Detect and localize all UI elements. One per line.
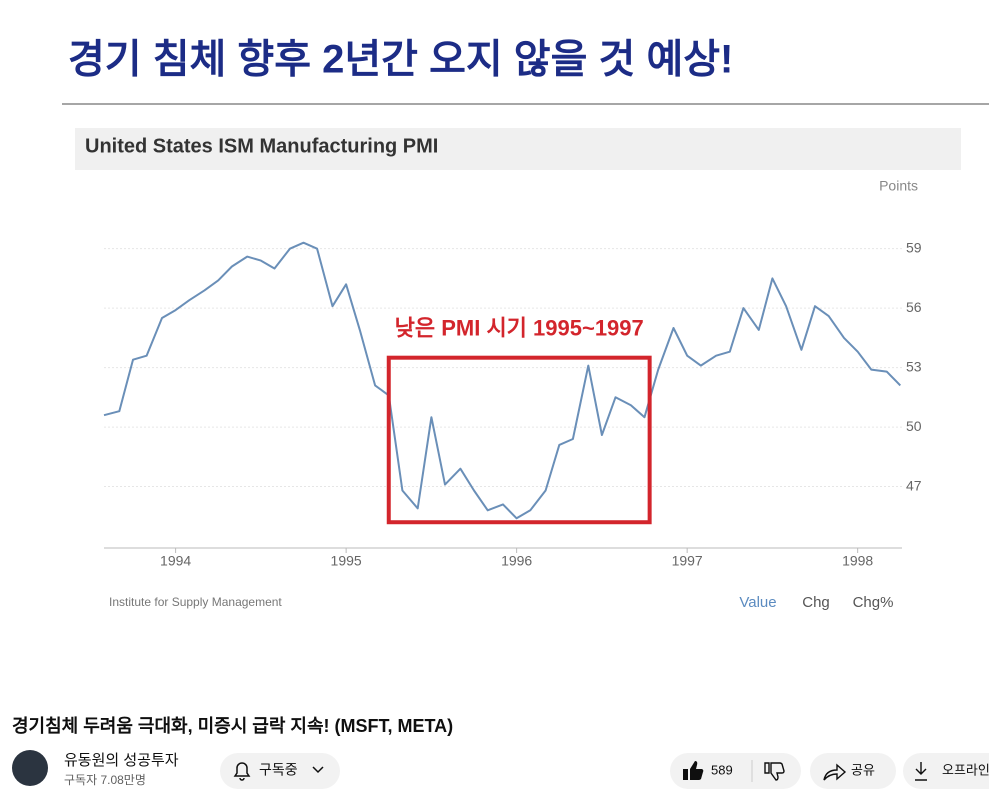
share-icon xyxy=(823,763,847,781)
button-bg xyxy=(670,753,801,789)
button-label: 공유 xyxy=(851,762,875,777)
y-axis-label: Points xyxy=(879,178,918,194)
chart-header xyxy=(75,128,961,170)
annotation: 낮은 PMI 시기 1995~1997 xyxy=(395,316,644,341)
chevron-icon xyxy=(312,766,324,774)
chart-tab[interactable]: Value xyxy=(739,594,776,611)
x-tick-label: 1995 xyxy=(331,553,362,569)
download-button[interactable]: 오프라인 xyxy=(903,753,989,789)
y-tick-label: 50 xyxy=(906,418,922,434)
y-tick-label: 47 xyxy=(906,477,922,493)
x-tick-label: 1997 xyxy=(672,553,703,569)
y-tick-label: 53 xyxy=(906,358,922,374)
chart-source: Institute for Supply Management xyxy=(109,595,282,609)
channel-name[interactable]: 유동원의 성공투자 xyxy=(64,752,179,769)
channel-avatar[interactable] xyxy=(12,750,48,786)
subscriber-count: 구독자 7.08만명 xyxy=(64,773,146,787)
y-tick-label: 56 xyxy=(906,299,922,315)
like-dislike[interactable]: 589 xyxy=(670,753,801,789)
y-tick-label: 59 xyxy=(906,239,922,255)
slide-title: 경기 침체 향후 2년간 오지 않을 것 예상! xyxy=(68,38,733,82)
button-label: 오프라인 xyxy=(942,762,989,777)
video-title: 경기침체 두려움 극대화, 미증시 급락 지속! (MSFT, META) xyxy=(12,716,453,736)
bell-icon xyxy=(233,762,251,781)
data-line xyxy=(103,241,902,520)
dislike-icon xyxy=(764,762,785,781)
button-label: 구독중 xyxy=(259,762,298,778)
download-icon xyxy=(915,762,927,781)
like-icon xyxy=(683,761,704,780)
chart-tab[interactable]: Chg% xyxy=(853,594,894,611)
x-tick-label: 1998 xyxy=(842,553,873,569)
x-tick-label: 1996 xyxy=(501,553,532,569)
share-button[interactable]: 공유 xyxy=(810,753,896,789)
x-tick-label: 1994 xyxy=(160,553,191,569)
like-count: 589 xyxy=(711,762,733,777)
chart-title: United States ISM Manufacturing PMI xyxy=(85,135,438,157)
highlight-box xyxy=(386,355,652,525)
button-bg xyxy=(220,753,340,789)
subscribe-button[interactable]: 구독중 xyxy=(220,753,340,789)
button-bg xyxy=(810,753,896,789)
chart-tab[interactable]: Chg xyxy=(802,594,830,611)
